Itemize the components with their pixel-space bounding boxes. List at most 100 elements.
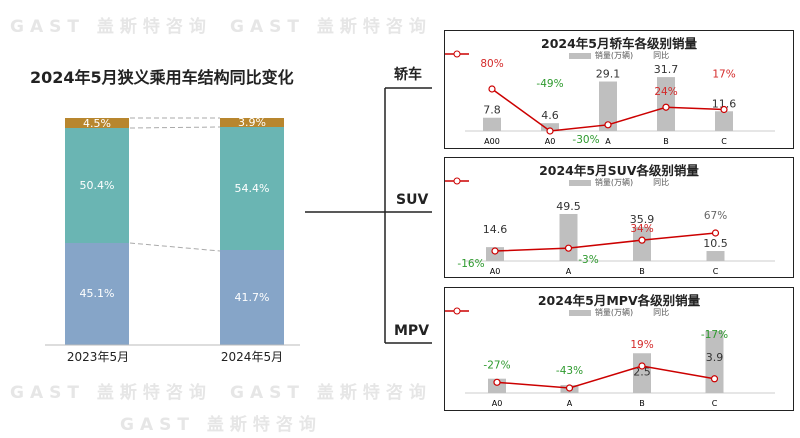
bar: [633, 353, 651, 393]
watermark: GAST 盖斯特咨询: [230, 17, 432, 37]
yoy-label: -49%: [536, 78, 563, 90]
yoy-point: [491, 247, 499, 255]
chart-title: 2024年5月MPV各级别销量: [537, 293, 701, 308]
yoy-label: 17%: [712, 69, 735, 81]
plot-area: A0 A B 2.5 C 3.9 -27% -43% 19% -17%: [465, 329, 775, 408]
main-chart-title: 2024年5月狭义乘用车结构同比变化: [30, 68, 294, 87]
x-tick-label: B: [639, 399, 645, 408]
x-tick-label: C: [721, 137, 727, 146]
mpv-chart: A0 A B 2.5 C 3.9 -27% -43% 19% -17% 2024年5月MPV各级别销…: [444, 287, 794, 411]
legend-label: 销量(万辆): [594, 308, 634, 317]
watermark: GAST 盖斯特咨询: [10, 17, 212, 37]
yoy-point: [565, 384, 574, 392]
value-label: 4.6: [541, 109, 559, 122]
yoy-label: -3%: [578, 254, 598, 266]
bar: [633, 226, 651, 261]
value-label: 31.7: [654, 63, 679, 76]
bar: [559, 213, 578, 261]
x-label-2024: 2024年5月: [220, 350, 284, 364]
x-tick-label: A: [567, 399, 573, 408]
value-label: 3.9: [706, 351, 724, 364]
yoy-point: [638, 236, 646, 244]
legend: 销量(万辆) 同比: [445, 50, 793, 61]
yoy-label: -17%: [701, 329, 728, 341]
legend-bar-swatch: [568, 179, 591, 186]
yoy-point: [493, 378, 501, 386]
chart-title: 2024年5月轿车各级别销量: [541, 36, 697, 51]
yoy-point: [604, 121, 612, 129]
x-tick-label: C: [713, 267, 719, 276]
legend-bar-swatch: [568, 309, 591, 316]
bar: [541, 123, 559, 131]
yoy-label: -16%: [457, 258, 484, 270]
stack-segment-middle: 54.4%: [220, 126, 284, 251]
value-label: 49.5: [556, 200, 581, 213]
suv-chart: A0 14.6 A 49.5 B 35.9 C 10.5 -16% -3% 34% 67% 2024年5…: [444, 157, 794, 278]
value-label: 2.5: [633, 365, 651, 378]
stack-segment-middle: 50.4%: [65, 128, 129, 243]
yoy-label: 80%: [480, 58, 503, 70]
watermark: GAST 盖斯特咨询: [120, 415, 322, 435]
legend-line-swatch: [445, 50, 469, 58]
yoy-line: [496, 365, 715, 389]
branch-mpv: MPV: [394, 323, 430, 339]
legend-line-swatch: [445, 307, 469, 315]
legend: 销量(万辆) 同比: [445, 177, 793, 188]
yoy-label: 24%: [654, 86, 677, 98]
yoy-point: [662, 103, 670, 111]
legend-line-swatch: [445, 177, 469, 185]
plot-area: A00 7.8 A0 4.6 A 29.1 B 31.7 C 11.6 80% -49% -30% 24%…: [465, 58, 775, 146]
x-tick-label: A0: [492, 399, 503, 408]
legend: 销量(万辆) 同比: [445, 307, 793, 318]
yoy-point: [546, 127, 554, 135]
x-tick-label: B: [639, 267, 645, 276]
value-label: 29.1: [596, 68, 621, 81]
legend-bar-swatch: [568, 52, 591, 59]
bar: [599, 81, 617, 131]
yoy-point: [488, 85, 496, 93]
yoy-point: [564, 244, 573, 252]
yoy-label: -30%: [572, 134, 599, 146]
stack-segment-bottom: 41.7%: [220, 250, 284, 345]
legend-label: 同比: [653, 51, 670, 60]
bar: [483, 117, 501, 131]
yoy-label: 19%: [630, 339, 653, 351]
yoy-label: 67%: [704, 210, 727, 222]
yoy-point: [710, 375, 719, 383]
legend-label: 销量(万辆): [594, 51, 634, 60]
branch-suv: SUV: [396, 192, 429, 208]
watermark: GAST 盖斯特咨询: [10, 383, 212, 403]
x-tick-label: A: [605, 137, 611, 146]
chart-title: 2024年5月SUV各级别销量: [539, 163, 699, 178]
yoy-point: [638, 362, 646, 370]
x-tick-label: A00: [484, 137, 500, 146]
stack-segment-top: 3.9%: [220, 116, 284, 129]
x-tick-label: A0: [490, 267, 501, 276]
yoy-label: -27%: [483, 359, 510, 371]
value-label: 35.9: [630, 213, 655, 226]
legend-label: 同比: [653, 308, 670, 317]
x-tick-label: A: [566, 267, 572, 276]
bar: [706, 251, 725, 261]
yoy-label: 34%: [630, 223, 653, 235]
yoy-point: [720, 105, 728, 114]
value-label: 7.8: [483, 104, 501, 117]
x-tick-label: A0: [545, 137, 556, 146]
value-label: 14.6: [483, 223, 508, 236]
legend-label: 销量(万辆): [594, 178, 634, 187]
watermark: GAST 盖斯特咨询: [230, 383, 432, 403]
yoy-label: -43%: [556, 365, 583, 377]
legend-label: 同比: [653, 178, 670, 187]
x-label-2023: 2023年5月: [66, 350, 130, 364]
yoy-point: [711, 229, 720, 237]
x-tick-label: C: [712, 399, 718, 408]
yoy-line: [494, 232, 716, 252]
stack-segment-bottom: 45.1%: [65, 242, 129, 345]
sedan-chart: A00 7.8 A0 4.6 A 29.1 B 31.7 C 11.6 80% -49% -30% 24%…: [444, 30, 794, 149]
stack-segment-top: 4.5%: [65, 117, 129, 130]
x-tick-label: B: [663, 137, 669, 146]
value-label: 11.6: [712, 97, 737, 110]
value-label: 10.5: [703, 237, 728, 250]
